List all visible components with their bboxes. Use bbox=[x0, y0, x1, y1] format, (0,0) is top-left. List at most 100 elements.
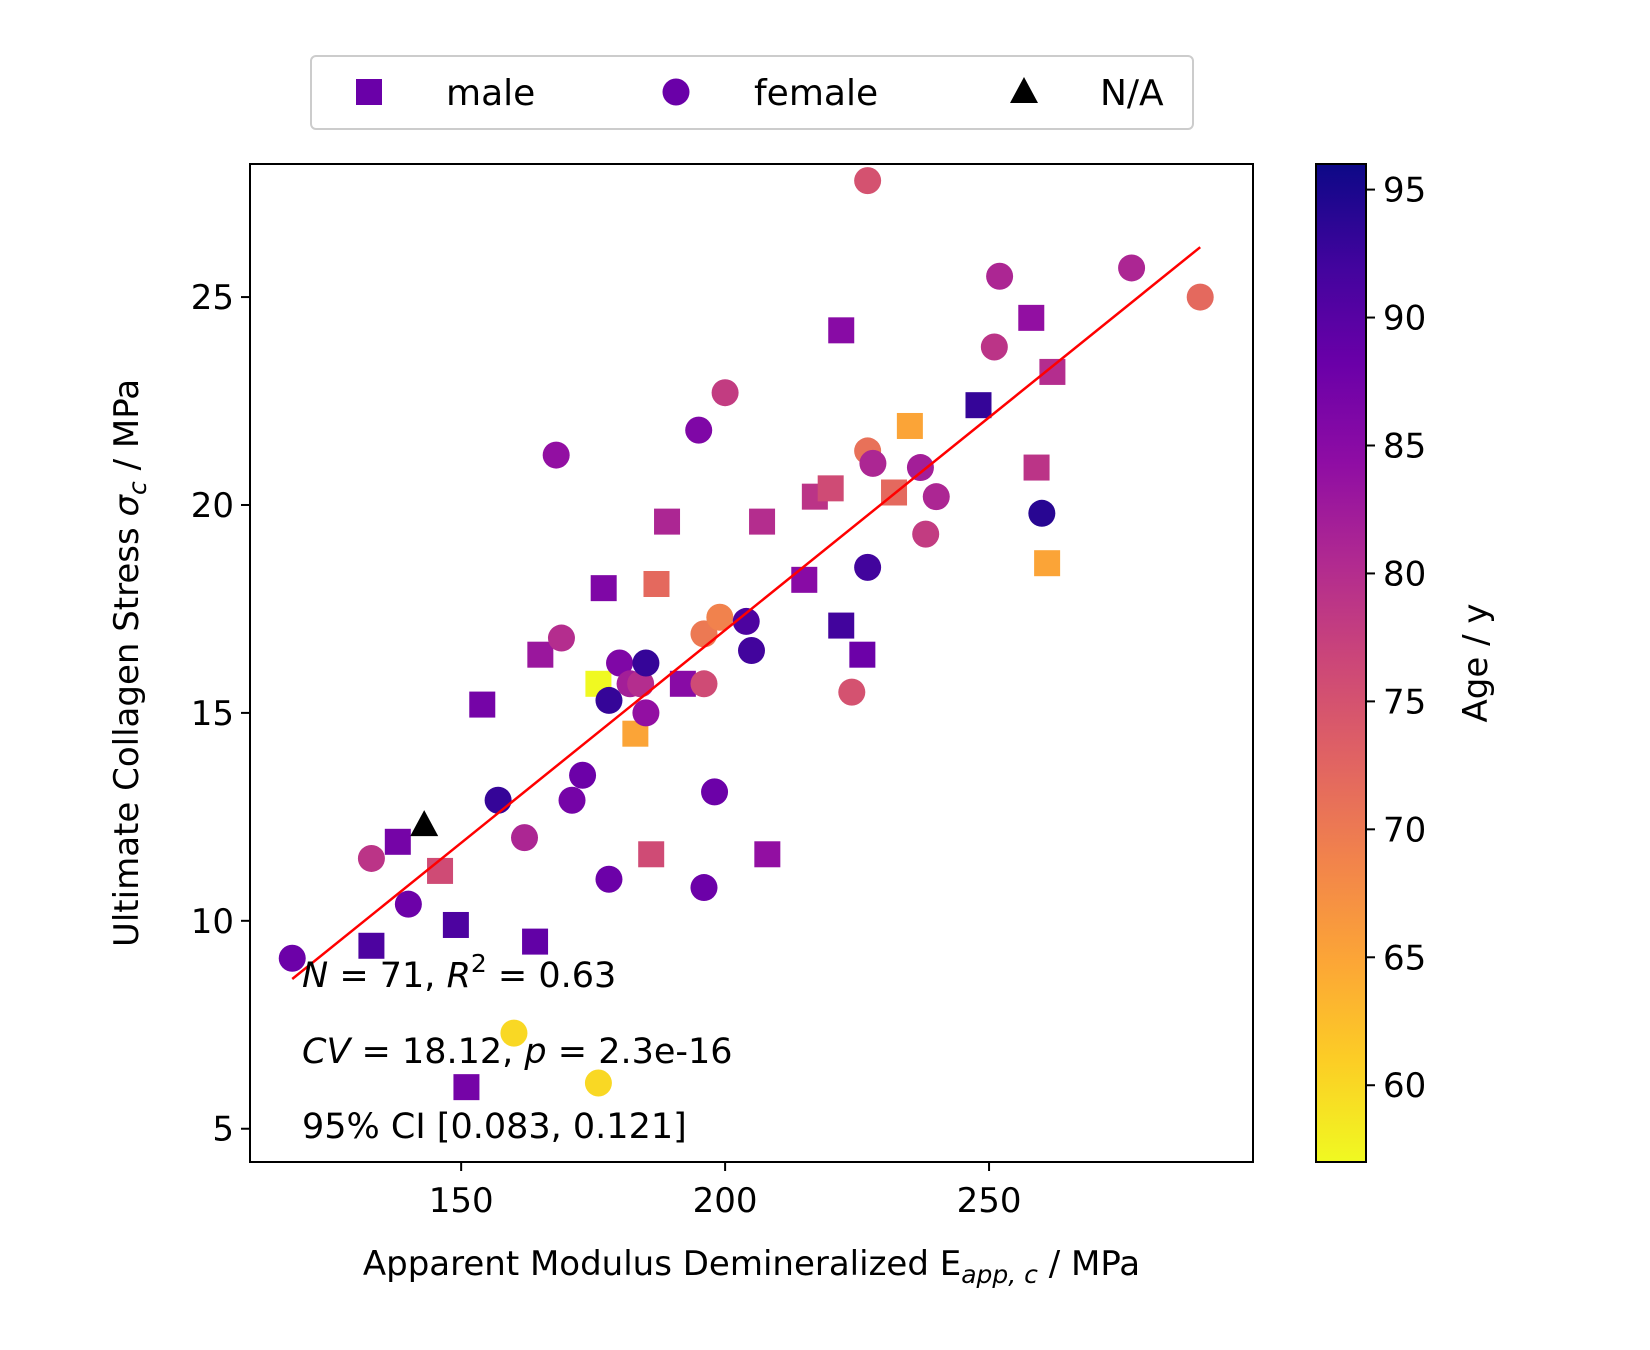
colorbar-tick-label: 80 bbox=[1383, 554, 1426, 594]
colorbar-bar bbox=[1315, 163, 1367, 1163]
female-point bbox=[1186, 283, 1214, 311]
female-point bbox=[922, 483, 950, 511]
stats-annotation-part: = 0.63 bbox=[487, 956, 617, 996]
y-axis-label-symbol: σ bbox=[107, 493, 147, 516]
male-point bbox=[1018, 304, 1045, 331]
legend: male female N/A bbox=[310, 55, 1194, 130]
female-point bbox=[584, 1069, 612, 1097]
female-point bbox=[595, 686, 623, 714]
y-tick-label: 15 bbox=[191, 694, 234, 734]
x-axis-label: Apparent Modulus Demineralized Eapp, c /… bbox=[363, 1244, 1140, 1289]
colorbar-tick-label: 70 bbox=[1383, 810, 1426, 850]
female-point bbox=[595, 865, 623, 893]
female-point bbox=[854, 553, 882, 581]
female-point bbox=[912, 520, 940, 548]
female-point bbox=[606, 649, 634, 677]
stats-annotation-part: N bbox=[302, 956, 328, 996]
female-point bbox=[1118, 254, 1146, 282]
legend-label: N/A bbox=[1100, 73, 1164, 114]
x-axis-label-main: Apparent Modulus Demineralized E bbox=[363, 1244, 961, 1284]
male-point bbox=[817, 475, 844, 502]
male-point bbox=[469, 691, 496, 718]
x-tick-label: 200 bbox=[693, 1181, 758, 1221]
female-point bbox=[569, 761, 597, 789]
male-point bbox=[442, 911, 469, 938]
female-point bbox=[838, 678, 866, 706]
female-point bbox=[357, 844, 385, 872]
stats-annotation-part: = 2.3e-16 bbox=[547, 1032, 733, 1072]
female-point bbox=[500, 1019, 528, 1047]
legend-frame bbox=[310, 55, 1194, 130]
stats-annotations: N = 71, R2 = 0.63 CV = 18.12, p = 2.3e-16… bbox=[302, 949, 733, 1147]
male-point bbox=[754, 841, 781, 868]
x-axis: 150 200 250 Apparent Modulus Demineralized … bbox=[363, 1162, 1140, 1289]
plot-area bbox=[249, 163, 1254, 1163]
female-point bbox=[1028, 499, 1056, 527]
female-point bbox=[859, 449, 887, 477]
stats-annotation-part: = 18.12, bbox=[350, 1032, 524, 1072]
stats-annotation: N = 71, R2 = 0.63 bbox=[302, 949, 616, 996]
female-point bbox=[690, 670, 718, 698]
y-tick-label: 5 bbox=[212, 1110, 234, 1150]
female-point bbox=[986, 262, 1014, 290]
colorbar-tick-label: 75 bbox=[1383, 682, 1426, 722]
female-point bbox=[484, 786, 512, 814]
male-point bbox=[590, 575, 617, 602]
male-point bbox=[828, 317, 855, 344]
y-axis-label: Ultimate Collagen Stress σc / MPa bbox=[107, 379, 152, 947]
colorbar-tick-label: 90 bbox=[1383, 299, 1426, 339]
male-point bbox=[1034, 550, 1061, 577]
male-point bbox=[527, 641, 554, 668]
female-point bbox=[278, 944, 306, 972]
female-point bbox=[711, 379, 739, 407]
female-point bbox=[558, 786, 586, 814]
male-point bbox=[749, 508, 776, 535]
stats-annotation: 95% CI [0.083, 0.121] bbox=[302, 1107, 687, 1147]
y-axis-label-main: Ultimate Collagen Stress bbox=[107, 516, 147, 947]
male-point bbox=[384, 828, 411, 855]
colorbar-tick-label: 95 bbox=[1383, 171, 1426, 211]
y-tick-label: 25 bbox=[191, 278, 234, 318]
colorbar-label: Age / y bbox=[1456, 604, 1496, 723]
y-axis: 5 10 15 20 25 Ultimate Collagen Stress σc / M… bbox=[107, 278, 250, 1150]
stats-annotation-part: = 71, bbox=[328, 956, 446, 996]
male-point bbox=[1039, 358, 1066, 385]
y-tick-label: 20 bbox=[191, 486, 234, 526]
male-point bbox=[453, 1074, 480, 1101]
data-points bbox=[278, 167, 1214, 1101]
male-point bbox=[427, 857, 454, 884]
female-point bbox=[542, 441, 570, 469]
colorbar-tick-label: 85 bbox=[1383, 426, 1426, 466]
female-point bbox=[547, 624, 575, 652]
male-point bbox=[791, 566, 818, 593]
legend-marker-female bbox=[662, 78, 690, 106]
female-point bbox=[706, 603, 734, 631]
colorbar-tick-label: 60 bbox=[1383, 1066, 1426, 1106]
female-point bbox=[854, 167, 882, 195]
male-point bbox=[896, 412, 923, 439]
stats-annotation-part: p bbox=[523, 1032, 546, 1072]
y-axis-label-subscript: c bbox=[123, 481, 152, 495]
female-point bbox=[738, 637, 765, 665]
plot-frame bbox=[249, 163, 1254, 1163]
female-point bbox=[511, 824, 539, 852]
male-point bbox=[654, 508, 681, 535]
female-point bbox=[632, 699, 660, 727]
x-tick-label: 150 bbox=[429, 1181, 494, 1221]
y-tick-label: 10 bbox=[191, 902, 234, 942]
female-point bbox=[690, 874, 718, 902]
legend-marker-male bbox=[356, 79, 382, 105]
male-point bbox=[358, 932, 385, 959]
male-point bbox=[965, 392, 992, 419]
stats-annotation-part: 95% CI [0.083, 0.121] bbox=[302, 1107, 687, 1147]
female-point bbox=[632, 649, 660, 677]
male-point bbox=[828, 612, 855, 639]
female-point bbox=[980, 333, 1008, 361]
legend-label: female bbox=[754, 73, 878, 114]
x-axis-label-subscript: app, c bbox=[961, 1260, 1038, 1289]
x-tick-label: 250 bbox=[957, 1181, 1022, 1221]
male-point bbox=[638, 841, 665, 868]
stats-annotation-part: 2 bbox=[471, 949, 487, 978]
na-point bbox=[410, 810, 439, 837]
